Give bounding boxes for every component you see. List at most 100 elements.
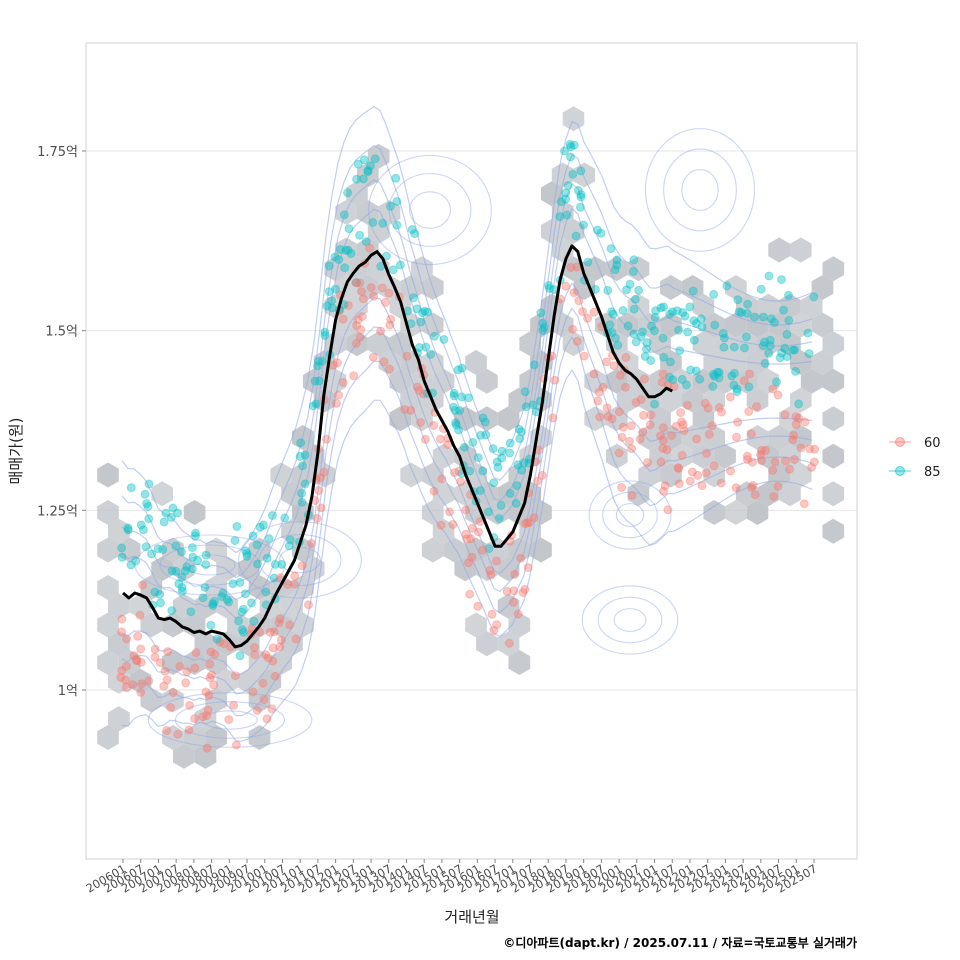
point-85 (686, 365, 696, 375)
point-85 (680, 311, 690, 321)
point-60 (487, 609, 497, 619)
point-60 (163, 647, 173, 657)
point-85 (308, 401, 318, 411)
point-60 (625, 436, 634, 446)
point-60 (248, 687, 258, 697)
point-85 (646, 356, 656, 365)
point-60 (773, 481, 783, 491)
point-85 (565, 139, 575, 149)
y-tick-label: 1억 (58, 684, 78, 699)
point-60 (660, 481, 670, 491)
point-60 (781, 456, 790, 466)
point-85 (756, 284, 766, 294)
point-85 (780, 343, 790, 353)
point-85 (571, 231, 581, 241)
point-60 (355, 332, 365, 342)
point-85 (809, 292, 819, 302)
point-85 (566, 142, 576, 152)
point-60 (369, 291, 379, 301)
point-85 (201, 550, 211, 560)
point-85 (492, 457, 502, 467)
point-85 (449, 402, 459, 412)
hex-bin (465, 612, 487, 638)
point-60 (290, 571, 300, 581)
hex-bin (302, 556, 325, 582)
point-60 (190, 714, 200, 724)
point-60 (445, 507, 454, 517)
point-85 (629, 329, 639, 339)
point-85 (280, 513, 290, 523)
point-60 (150, 652, 160, 662)
point-60 (168, 688, 178, 698)
point-85 (267, 511, 277, 520)
point-85 (414, 343, 424, 352)
hex-bin (237, 668, 260, 694)
hex-bin (108, 631, 130, 657)
point-60 (437, 474, 447, 484)
point-85 (647, 321, 656, 331)
hex-bin (183, 650, 206, 675)
point-85 (710, 371, 719, 381)
hex-bin (725, 350, 747, 375)
legend: 60 85 (889, 436, 941, 480)
point-85 (788, 345, 798, 355)
point-85 (744, 382, 754, 392)
point-60 (462, 534, 472, 544)
point-85 (230, 536, 240, 546)
density-contour (238, 521, 362, 599)
point-85 (732, 384, 742, 394)
point-60 (275, 642, 285, 652)
point-60 (474, 527, 483, 537)
point-60 (262, 714, 272, 724)
hex-bin (248, 725, 271, 750)
point-60 (201, 687, 211, 697)
point-60 (667, 431, 677, 441)
point-60 (202, 743, 212, 753)
point-85 (685, 302, 695, 312)
point-60 (746, 429, 756, 439)
point-60 (745, 369, 755, 379)
hex-bin (757, 368, 780, 394)
point-85 (208, 601, 218, 611)
point-60 (750, 490, 760, 500)
point-60 (626, 421, 636, 431)
point-60 (263, 653, 273, 663)
point-60 (595, 412, 605, 422)
point-85 (212, 634, 222, 644)
point-60 (656, 457, 666, 467)
point-60 (513, 609, 523, 619)
point-60 (658, 436, 668, 446)
point-60 (412, 382, 422, 392)
point-85 (736, 308, 746, 318)
density-contour (174, 701, 286, 739)
point-85 (222, 595, 232, 605)
point-85 (515, 434, 525, 444)
point-85 (313, 361, 322, 371)
point-85 (126, 560, 136, 570)
point-85 (358, 174, 368, 184)
point-85 (370, 154, 380, 164)
hex-bin (497, 631, 520, 657)
point-60 (789, 430, 799, 440)
point-60 (117, 666, 127, 676)
point-60 (742, 451, 752, 461)
point-85 (536, 308, 546, 318)
point-85 (512, 481, 522, 491)
point-60 (355, 278, 365, 288)
point-60 (593, 396, 603, 406)
point-60 (744, 407, 754, 416)
point-60 (366, 283, 376, 293)
point-85 (573, 186, 583, 195)
density-contour (368, 154, 492, 266)
point-85 (407, 225, 417, 234)
hex-bin (205, 725, 228, 750)
point-85 (475, 486, 485, 496)
hex-bin (129, 593, 152, 619)
hex-bin (432, 368, 455, 394)
point-60 (385, 320, 395, 330)
point-60 (384, 288, 394, 298)
hex-bin (800, 368, 823, 394)
point-85 (562, 210, 572, 220)
hex-bin (519, 331, 541, 357)
point-60 (338, 314, 348, 324)
